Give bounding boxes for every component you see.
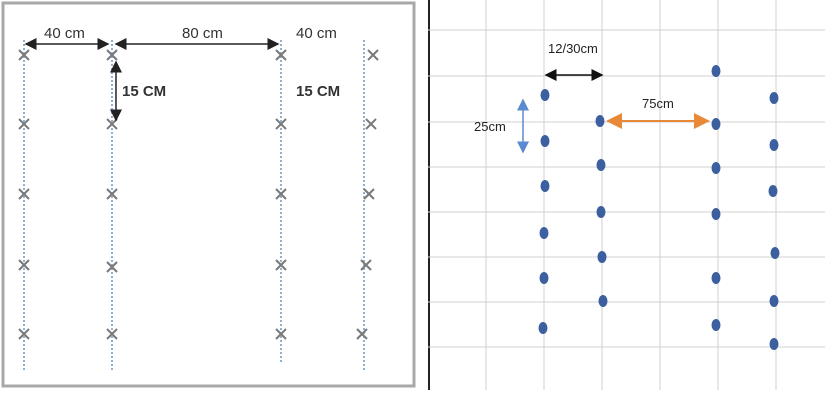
dot-icon	[711, 272, 721, 284]
x-mark-icon	[275, 118, 287, 130]
dot-icon	[769, 139, 779, 151]
dot-icon	[711, 208, 721, 220]
dot-icon	[711, 65, 721, 77]
x-mark-icon	[356, 328, 368, 340]
left-planting-diagram: 40 cm 80 cm 40 cm 15 CM 15 CM	[1, 1, 416, 388]
x-mark-icon	[275, 328, 287, 340]
x-mark-icon	[363, 188, 375, 200]
dot-icon	[769, 92, 779, 104]
right-diagram-canvas: 12/30cm 75cm 25cm	[428, 0, 825, 390]
spacing-label-40cm-left: 40 cm	[44, 25, 85, 42]
x-mark-icon	[275, 259, 287, 271]
dot-icon	[540, 135, 550, 147]
plant-dots	[538, 65, 780, 350]
x-mark-icon	[106, 188, 118, 200]
dot-icon	[769, 295, 779, 307]
dot-icon	[770, 247, 780, 259]
x-mark-icon	[275, 188, 287, 200]
in-row-label-left: 15 CM	[122, 83, 166, 100]
dot-icon	[768, 185, 778, 197]
dot-icon	[711, 319, 721, 331]
x-mark-icon	[18, 49, 30, 61]
x-mark-icon	[18, 328, 30, 340]
in-row-label-right: 15 CM	[296, 83, 340, 100]
dot-icon	[539, 227, 549, 239]
row-spacing-label: 75cm	[642, 96, 674, 111]
dot-icon	[598, 295, 608, 307]
vertical-spacing-label: 25cm	[474, 119, 506, 134]
dot-icon	[596, 159, 606, 171]
spacing-label-40cm-right: 40 cm	[296, 25, 337, 42]
x-mark-icon	[367, 49, 379, 61]
dot-icon	[769, 338, 779, 350]
dot-icon	[540, 180, 550, 192]
x-mark-icon	[275, 49, 287, 61]
spacing-label-80cm: 80 cm	[182, 25, 223, 42]
dot-icon	[540, 89, 550, 101]
x-mark-icon	[360, 259, 372, 271]
x-mark-icon	[106, 328, 118, 340]
x-mark-icon	[18, 259, 30, 271]
dot-icon	[538, 322, 548, 334]
dot-icon	[597, 251, 607, 263]
x-mark-icon	[365, 118, 377, 130]
dot-icon	[539, 272, 549, 284]
right-planting-diagram: 12/30cm 75cm 25cm	[428, 0, 825, 390]
in-row-spacing-label: 12/30cm	[548, 41, 598, 56]
dot-icon	[596, 206, 606, 218]
diagram-frame	[1, 1, 416, 388]
dot-icon	[711, 118, 721, 130]
x-mark-icon	[18, 188, 30, 200]
x-mark-icon	[106, 261, 118, 273]
planting-rows	[23, 40, 365, 372]
left-diagram-canvas: 40 cm 80 cm 40 cm 15 CM 15 CM	[1, 1, 416, 388]
plant-markers	[18, 49, 379, 340]
grid-background	[428, 0, 825, 390]
x-mark-icon	[18, 118, 30, 130]
dot-icon	[711, 162, 721, 174]
x-mark-icon	[106, 49, 118, 61]
dot-icon	[595, 115, 605, 127]
